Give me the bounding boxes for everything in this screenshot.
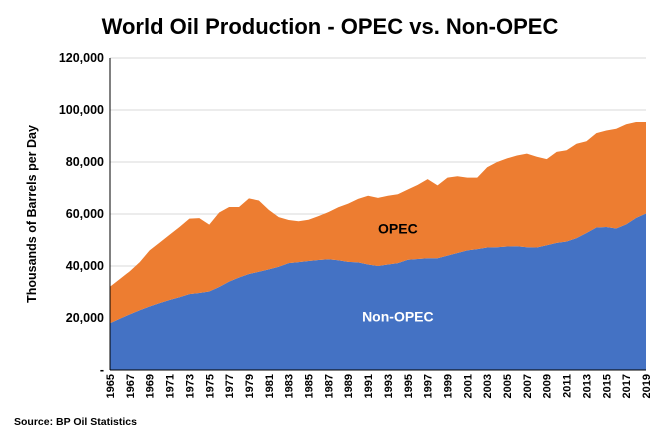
area-opec — [110, 121, 646, 324]
x-tick-label-1999: 1999 — [442, 374, 454, 398]
y-tick-label-4: 80,000 — [66, 155, 104, 169]
x-tick-label-1983: 1983 — [284, 374, 296, 398]
x-tick-label-1985: 1985 — [304, 374, 316, 398]
area-non-opec — [110, 213, 646, 370]
x-tick-label-1997: 1997 — [423, 374, 435, 398]
y-tick-label-1: 20,000 — [66, 311, 104, 325]
x-tick-label-1975: 1975 — [204, 374, 216, 398]
x-tick-label-1993: 1993 — [383, 374, 395, 398]
x-tick-label-1977: 1977 — [224, 374, 236, 398]
x-tick-label-2019: 2019 — [641, 374, 653, 398]
x-tick-label-2017: 2017 — [621, 374, 633, 398]
x-tick-label-2001: 2001 — [462, 374, 474, 398]
x-tick-label-1987: 1987 — [323, 374, 335, 398]
x-tick-label-1967: 1967 — [125, 374, 137, 398]
x-tick-label-2013: 2013 — [581, 374, 593, 398]
area-label-non-opec: Non-OPEC — [362, 309, 434, 325]
x-tick-label-2005: 2005 — [502, 374, 514, 398]
y-axis-label: Thousands of Barrels per Day — [25, 125, 39, 303]
axes — [109, 58, 646, 371]
y-tick-label-0: - — [100, 363, 104, 377]
y-tick-label-5: 100,000 — [59, 103, 104, 117]
y-tick-labels: - 20,000 40,000 60,000 80,000 100,000 120,000 — [59, 51, 104, 377]
y-tick-label-3: 60,000 — [66, 207, 104, 221]
x-tick-label-1969: 1969 — [145, 374, 157, 398]
x-tick-label-2009: 2009 — [542, 374, 554, 398]
x-tick-labels: 1965 1967 1969 1971 1973 1975 1977 1979 1981 1983… — [105, 374, 653, 398]
x-tick-label-1973: 1973 — [184, 374, 196, 398]
source-note: Source: BP Oil Statistics — [14, 416, 137, 428]
x-tick-label-2007: 2007 — [522, 374, 534, 398]
x-tick-label-1989: 1989 — [343, 374, 355, 398]
x-tick-label-1979: 1979 — [244, 374, 256, 398]
area-labels: OPEC Non-OPEC — [362, 221, 434, 325]
y-tick-label-6: 120,000 — [59, 51, 104, 65]
y-tick-label-2: 40,000 — [66, 259, 104, 273]
chart-title: World Oil Production - OPEC vs. Non-OPEC — [102, 14, 559, 39]
x-tick-label-1991: 1991 — [363, 374, 375, 398]
x-tick-label-1981: 1981 — [264, 374, 276, 398]
area-label-opec: OPEC — [378, 221, 418, 237]
x-tick-label-1971: 1971 — [165, 374, 177, 398]
x-tick-label-2011: 2011 — [562, 374, 574, 398]
x-tick-label-2015: 2015 — [601, 374, 613, 398]
plot-areas — [110, 121, 646, 370]
x-tick-label-2003: 2003 — [482, 374, 494, 398]
x-tick-label-1965: 1965 — [105, 374, 117, 398]
x-tick-label-1995: 1995 — [403, 374, 415, 398]
